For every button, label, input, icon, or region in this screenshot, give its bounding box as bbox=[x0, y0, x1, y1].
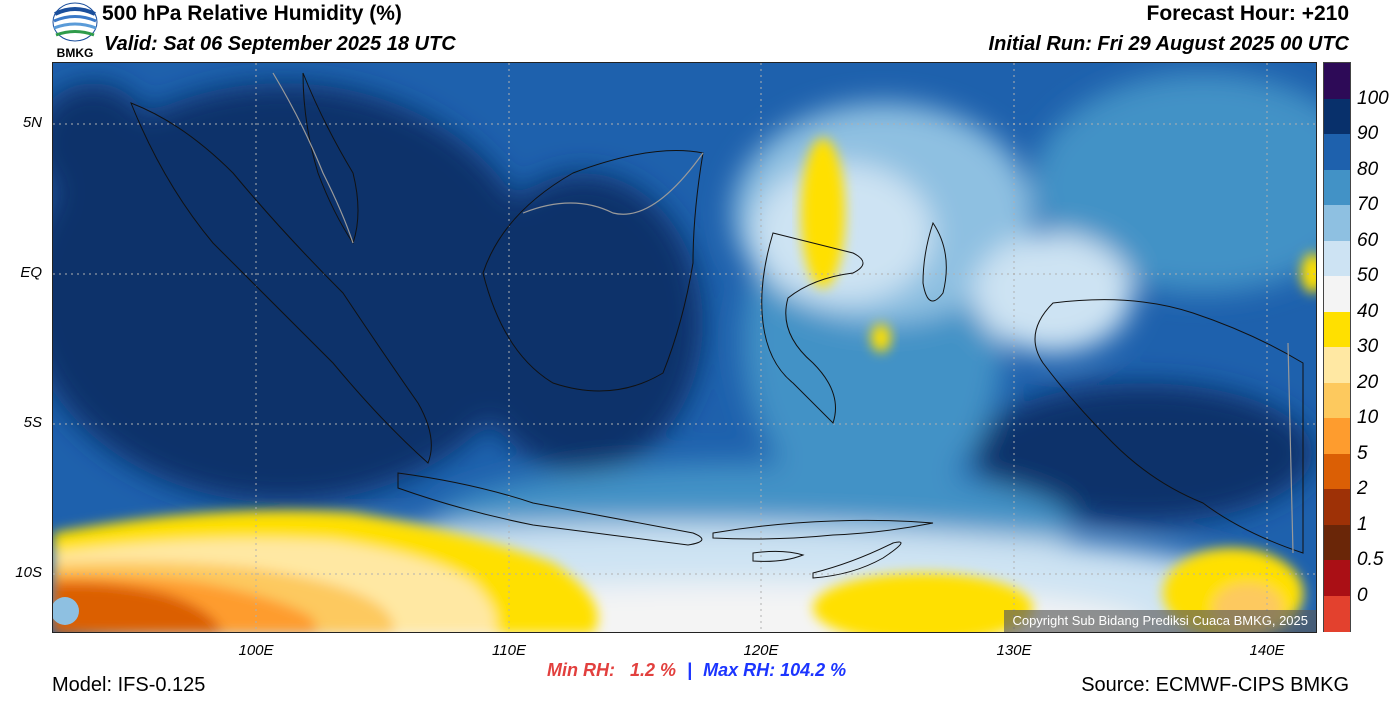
colorbar-tick-label: 5 bbox=[1357, 442, 1368, 464]
humid-core-north bbox=[53, 83, 153, 203]
min-rh-label: Min RH: bbox=[547, 660, 615, 680]
source-label: Source: ECMWF-CIPS BMKG bbox=[1081, 674, 1349, 696]
lon-label-130e: 130E bbox=[996, 642, 1032, 659]
min-rh-value: 1.2 % bbox=[630, 660, 677, 680]
colorbar-segment bbox=[1324, 453, 1350, 490]
coast-sumba bbox=[752, 550, 805, 562]
colorbar-tick-label: 10 bbox=[1357, 407, 1379, 428]
lon-label-140e: 140E bbox=[1249, 642, 1285, 659]
lat-label-10s: 10S bbox=[15, 564, 42, 581]
colorbar-tick-label: 80 bbox=[1357, 158, 1379, 180]
colorbar-tick-label: 40 bbox=[1357, 300, 1379, 322]
dry-tongue-north bbox=[801, 138, 845, 288]
stats-separator: | bbox=[687, 660, 693, 680]
colorbar-segment bbox=[1324, 98, 1350, 135]
valid-time: Valid: Sat 06 September 2025 18 UTC bbox=[104, 33, 456, 55]
colorbar-segment bbox=[1324, 276, 1350, 312]
coast-nusa bbox=[712, 519, 934, 540]
lon-label-110e: 110E bbox=[492, 642, 526, 659]
colorbar-segment bbox=[1324, 382, 1350, 419]
colorbar-tick-label: 70 bbox=[1357, 194, 1379, 215]
humidity-map bbox=[52, 62, 1317, 633]
model-label: Model: IFS-0.125 bbox=[52, 674, 206, 696]
min-max-summary: Min RH: 1.2 % | Max RH: 104.2 % bbox=[547, 660, 846, 681]
coast-halmahera bbox=[922, 221, 947, 302]
max-rh-value: 104.2 % bbox=[780, 660, 847, 680]
colorbar-segment bbox=[1324, 134, 1350, 170]
copyright-notice: Copyright Sub Bidang Prediksi Cuaca BMKG… bbox=[1004, 610, 1316, 632]
border-png bbox=[1287, 342, 1294, 554]
lat-label-5s: 5S bbox=[23, 414, 42, 431]
colorbar-segment bbox=[1324, 240, 1350, 277]
border-malaysia bbox=[272, 72, 354, 244]
coast-papua bbox=[1034, 299, 1304, 554]
coast-sumatra bbox=[130, 102, 432, 464]
dry-spot-sulawesi bbox=[871, 324, 891, 352]
coast-timor bbox=[812, 541, 902, 579]
colorbar-segment bbox=[1324, 595, 1350, 632]
coast-java bbox=[397, 472, 703, 546]
colorbar-segment bbox=[1324, 489, 1350, 525]
colorbar-tick-label: 0 bbox=[1357, 584, 1368, 606]
colorbar-tick-label: 90 bbox=[1357, 123, 1379, 144]
lon-label-100e: 100E bbox=[238, 642, 274, 659]
initial-run: Initial Run: Fri 29 August 2025 00 UTC bbox=[988, 33, 1349, 55]
humid-core-east bbox=[973, 383, 1313, 523]
forecast-hour: Forecast Hour: +210 bbox=[1146, 2, 1350, 25]
bmkg-logo: BMKG bbox=[52, 2, 98, 60]
coastlines bbox=[130, 72, 1304, 579]
humid-core-borneo bbox=[463, 173, 703, 473]
sw-corner-patch bbox=[53, 597, 79, 625]
colorbar-tick-label: 100 bbox=[1357, 87, 1389, 109]
humid-core-west bbox=[53, 83, 543, 503]
colorbar-segment bbox=[1324, 63, 1350, 99]
colorbar-segment bbox=[1324, 205, 1350, 241]
colorbar-tick-label: 30 bbox=[1357, 336, 1379, 357]
lon-label-120e: 120E bbox=[743, 642, 779, 659]
colorbar-tick-label: 50 bbox=[1357, 265, 1379, 286]
lat-label-5n: 5N bbox=[22, 114, 42, 131]
colorbar-segment bbox=[1324, 169, 1350, 206]
max-rh-label: Max RH: bbox=[703, 660, 776, 680]
colorbar-tick-label: 20 bbox=[1357, 371, 1379, 393]
colorbar-segment bbox=[1324, 524, 1350, 561]
colorbar bbox=[1323, 62, 1351, 632]
coast-borneo bbox=[482, 150, 704, 392]
e-dry-spot bbox=[1301, 253, 1316, 293]
colorbar-tick-label: 2 bbox=[1357, 478, 1368, 499]
border-borneo bbox=[522, 152, 704, 215]
colorbar-segment bbox=[1324, 347, 1350, 383]
colorbar-tick-label: 0.5 bbox=[1357, 549, 1384, 570]
colorbar-tick-label: 1 bbox=[1357, 513, 1368, 535]
country-borders bbox=[272, 72, 1294, 554]
coast-sulawesi bbox=[761, 232, 864, 424]
dry-east-patch bbox=[973, 233, 1133, 353]
lat-label-eq: EQ bbox=[20, 264, 42, 281]
colorbar-segment bbox=[1324, 560, 1350, 596]
se-dry-yellow bbox=[813, 573, 1033, 632]
colorbar-segment bbox=[1324, 418, 1350, 454]
logo-text: BMKG bbox=[57, 46, 94, 60]
sw-dry-deep bbox=[53, 582, 223, 632]
moist-band-ne bbox=[1033, 73, 1316, 293]
colorbar-segment bbox=[1324, 311, 1350, 348]
chart-title: 500 hPa Relative Humidity (%) bbox=[102, 2, 402, 25]
colorbar-tick-label: 60 bbox=[1357, 229, 1379, 251]
